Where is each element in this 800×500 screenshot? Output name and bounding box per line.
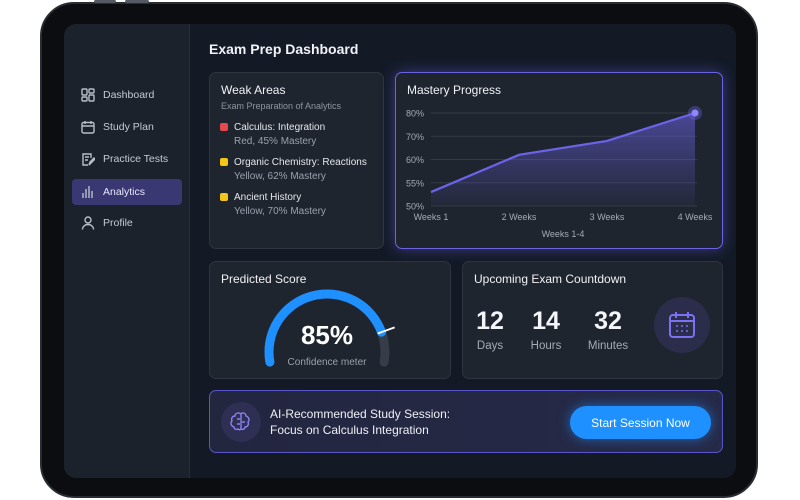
session-line-1: AI-Recommended Study Session:: [270, 407, 451, 421]
data-point: [691, 109, 699, 117]
status-dot: [220, 158, 228, 166]
weak-area-detail: Red, 45% Mastery: [234, 136, 317, 147]
mastery-progress-card: Mastery Progress 50% 55% 60% 70% 80% Weeks 1 2…: [395, 72, 723, 249]
calendar-icon: [81, 121, 95, 134]
edit-document-icon: [82, 153, 95, 166]
weak-area-detail: Yellow, 70% Mastery: [234, 206, 326, 217]
gauge-needle: [377, 326, 395, 335]
sidebar-item-dashboard[interactable]: Dashboard: [72, 82, 182, 108]
bar-chart-icon: [82, 186, 93, 198]
days-label: Days: [476, 340, 504, 352]
session-text: AI-Recommended Study Session: Focus on C…: [270, 406, 450, 438]
device-button: [125, 0, 149, 3]
sidebar-item-practice-tests[interactable]: Practice Tests: [72, 146, 182, 172]
y-tick-label: 60%: [406, 155, 424, 165]
sidebar-item-label: Practice Tests: [103, 153, 169, 165]
mastery-chart: 50% 55% 60% 70% 80% Weeks 1 2 Weeks 3 Weeks 4 We…: [406, 106, 713, 239]
card-title: Upcoming Exam Countdown: [474, 272, 627, 286]
card-title: Predicted Score: [221, 272, 307, 286]
x-tick-label: 2 Weeks: [502, 212, 537, 222]
app-screen: Dashboard Study Plan Practice Tests Anal…: [64, 24, 736, 478]
confidence-gauge: [264, 289, 395, 367]
calendar-badge: [654, 297, 710, 353]
weak-area-detail: Yellow, 62% Mastery: [234, 171, 326, 182]
x-tick-label: 4 Weeks: [678, 212, 713, 222]
card-title: Mastery Progress: [407, 83, 502, 97]
session-line-2: Focus on Calculus Integration: [270, 423, 429, 437]
sidebar-item-label: Profile: [103, 217, 133, 229]
sidebar-item-label: Dashboard: [103, 89, 155, 101]
y-tick-label: 50%: [406, 202, 424, 212]
brain-badge: [221, 402, 261, 442]
weak-area-item: Calculus: Integration Red, 45% Mastery: [220, 122, 325, 147]
countdown-minutes: 32 Minutes: [583, 307, 633, 352]
start-session-button[interactable]: Start Session Now: [570, 406, 711, 439]
sidebar-item-label: Analytics: [103, 186, 146, 198]
x-tick-label: Weeks 1: [414, 212, 449, 222]
y-tick-label: 70%: [406, 132, 424, 142]
countdown-card: Upcoming Exam Countdown 12 Days 14 Hours 3…: [462, 261, 723, 379]
sidebar-item-analytics[interactable]: Analytics: [72, 179, 182, 205]
weak-area-item: Organic Chemistry: Reactions Yellow, 62% …: [220, 157, 367, 182]
x-tick-label: 3 Weeks: [590, 212, 625, 222]
hours-label: Hours: [530, 340, 562, 352]
y-tick-label: 55%: [406, 178, 424, 188]
days-value: 12: [476, 307, 504, 335]
score-value: 85%: [300, 320, 354, 350]
weak-area-name: Calculus: Integration: [234, 122, 326, 133]
y-tick-label: 80%: [406, 109, 424, 119]
gauge-fill: [264, 289, 387, 367]
weak-area-name: Ancient History: [234, 192, 302, 203]
status-dot: [220, 193, 228, 201]
countdown-hours: 14 Hours: [527, 307, 565, 352]
minutes-label: Minutes: [587, 340, 629, 352]
card-title: Weak Areas: [221, 83, 286, 97]
calendar-icon: [669, 312, 695, 338]
page-title: Exam Prep Dashboard: [209, 41, 359, 57]
gauge-caption: Confidence meter: [287, 357, 367, 368]
weak-area-name: Organic Chemistry: Reactions: [234, 157, 367, 168]
sidebar: Dashboard Study Plan Practice Tests Anal…: [64, 24, 190, 478]
device-button: [94, 0, 116, 3]
predicted-score-card: Predicted Score 85% Confidence meter: [209, 261, 451, 379]
x-axis-label: Weeks 1-4: [542, 229, 585, 239]
weak-areas-card: Weak Areas Exam Preparation of Analytics…: [209, 72, 384, 249]
brain-icon: [230, 412, 250, 431]
weak-area-item: Ancient History Yellow, 70% Mastery: [220, 192, 326, 217]
minutes-value: 32: [594, 307, 622, 335]
sidebar-item-label: Study Plan: [103, 121, 154, 133]
hours-value: 14: [532, 307, 560, 335]
sidebar-item-profile[interactable]: Profile: [72, 210, 182, 236]
countdown-days: 12 Days: [475, 307, 505, 352]
ai-session-banner: AI-Recommended Study Session: Focus on C…: [209, 390, 723, 453]
sidebar-item-study-plan[interactable]: Study Plan: [72, 114, 182, 140]
chart-line: [430, 111, 696, 194]
grid-icon: [81, 88, 95, 102]
status-dot: [220, 123, 228, 131]
card-subtitle: Exam Preparation of Analytics: [221, 101, 342, 111]
chart-area: [431, 113, 695, 206]
user-icon: [81, 216, 95, 230]
